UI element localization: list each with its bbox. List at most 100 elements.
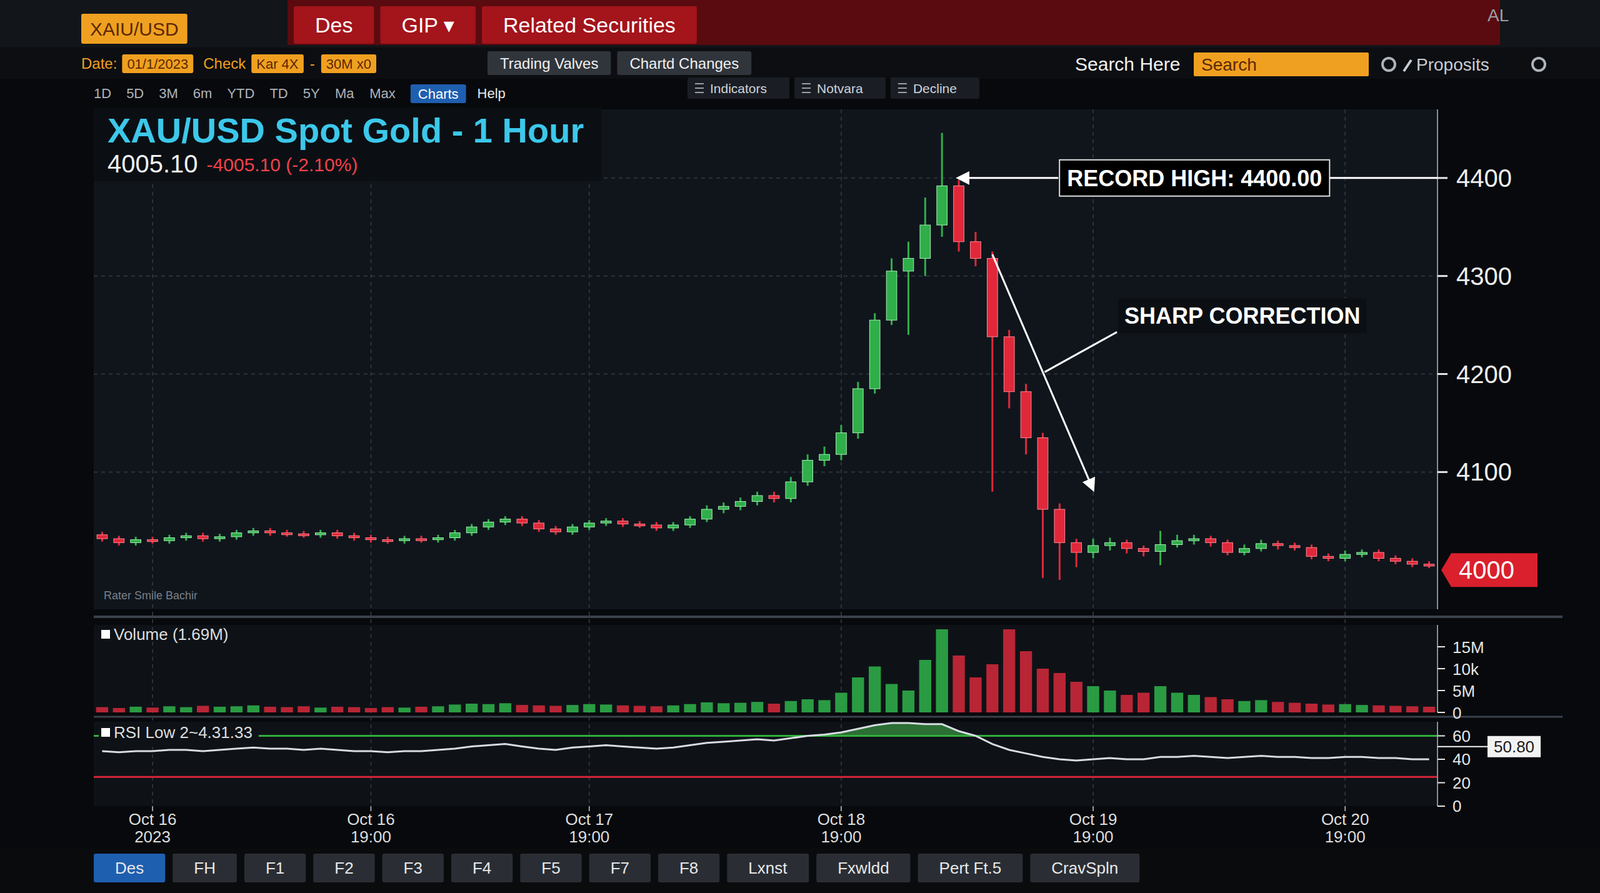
function-key-text[interactable]: F1 bbox=[265, 858, 285, 878]
function-key-text[interactable]: F4 bbox=[472, 858, 492, 878]
candle-body bbox=[735, 501, 746, 507]
tick bbox=[1437, 275, 1448, 277]
tool-button-bg[interactable] bbox=[890, 77, 980, 99]
tab[interactable]: Des bbox=[293, 6, 374, 44]
date-field[interactable]: 01/1/2023 bbox=[121, 54, 194, 74]
function-key-text[interactable]: CravSpln bbox=[1051, 858, 1119, 878]
function-key[interactable]: Lxnst bbox=[726, 853, 809, 883]
ticker-field[interactable]: XAIU/USD bbox=[81, 13, 188, 44]
tool-button-text[interactable]: Indicators bbox=[710, 81, 767, 96]
check-field-bg[interactable] bbox=[251, 54, 304, 74]
function-key-text[interactable]: F7 bbox=[610, 858, 630, 878]
function-key[interactable]: F7 bbox=[589, 853, 651, 883]
check-field-text[interactable]: Kar 4X bbox=[256, 56, 299, 72]
subtab-bg[interactable] bbox=[487, 51, 611, 75]
x-tick-line: Oct 16 bbox=[128, 810, 177, 829]
tool-button[interactable]: Indicators bbox=[687, 77, 790, 99]
function-key[interactable]: F5 bbox=[520, 853, 582, 883]
period[interactable]: TD bbox=[269, 85, 288, 102]
function-key-bg[interactable] bbox=[1030, 853, 1140, 883]
function-key-text[interactable]: F8 bbox=[679, 858, 699, 878]
tab-text[interactable]: GIP ▾ bbox=[401, 13, 454, 37]
function-key-bg[interactable] bbox=[816, 853, 910, 883]
tab[interactable]: Related Securities bbox=[481, 6, 697, 44]
function-key-bg[interactable] bbox=[93, 853, 165, 883]
tab-text[interactable]: Related Securities bbox=[503, 13, 676, 37]
function-key[interactable]: F8 bbox=[658, 853, 720, 883]
tab-bg[interactable] bbox=[380, 6, 475, 44]
search-box[interactable] bbox=[1193, 52, 1369, 77]
function-key-bg[interactable] bbox=[382, 853, 444, 883]
period[interactable]: Ma bbox=[335, 85, 355, 102]
grid-line bbox=[93, 373, 1438, 375]
function-key-text[interactable]: FH bbox=[193, 858, 216, 878]
subtab-text[interactable]: Chartd Changes bbox=[629, 55, 739, 72]
volume-panel bbox=[93, 625, 1438, 713]
candle-body bbox=[180, 535, 192, 538]
function-key-text[interactable]: F3 bbox=[403, 858, 423, 878]
tool-button-bg[interactable] bbox=[794, 77, 886, 99]
function-key-text[interactable]: Pert Ft.5 bbox=[939, 858, 1002, 878]
settings-icon[interactable] bbox=[1382, 58, 1395, 71]
interval-field-bg[interactable] bbox=[321, 54, 377, 74]
function-key-bg[interactable] bbox=[451, 853, 513, 883]
tab[interactable]: GIP ▾ bbox=[380, 6, 475, 44]
function-key-text[interactable]: Des bbox=[115, 858, 144, 878]
function-key-text[interactable]: Fxwldd bbox=[837, 858, 889, 878]
period-button[interactable]: Charts bbox=[410, 84, 467, 104]
period[interactable]: 3M bbox=[158, 85, 179, 102]
tab-bg[interactable] bbox=[481, 6, 697, 44]
period-button-text[interactable]: Charts bbox=[418, 86, 459, 102]
function-key-bg[interactable] bbox=[244, 853, 306, 883]
interval-field-text[interactable]: 30M x0 bbox=[326, 56, 372, 72]
function-key-bg[interactable] bbox=[726, 853, 809, 883]
volume-bar bbox=[1238, 701, 1250, 713]
tool-button-text[interactable]: Decline bbox=[913, 81, 957, 96]
function-key-bg[interactable] bbox=[172, 853, 237, 883]
tool-button[interactable]: Notvara bbox=[794, 77, 886, 99]
subtab-bg[interactable] bbox=[616, 51, 752, 75]
period[interactable]: 5D bbox=[126, 85, 144, 102]
function-key-bg[interactable] bbox=[520, 853, 582, 883]
period[interactable]: 6m bbox=[193, 85, 213, 102]
tab-bg[interactable] bbox=[293, 6, 374, 44]
function-key-text[interactable]: Lxnst bbox=[748, 858, 788, 878]
period[interactable]: 1D bbox=[93, 85, 112, 102]
date-field-text[interactable]: 01/1/2023 bbox=[126, 56, 189, 72]
period[interactable]: Max bbox=[369, 85, 396, 102]
function-key-bg[interactable] bbox=[313, 853, 375, 883]
tool-button[interactable]: Decline bbox=[890, 77, 980, 99]
subtab-text[interactable]: Trading Valves bbox=[500, 55, 599, 72]
function-key-bg[interactable] bbox=[918, 853, 1024, 883]
ticker-field-text[interactable]: XAIU/USD bbox=[90, 18, 179, 40]
tool-button-bg[interactable] bbox=[687, 77, 790, 99]
function-key[interactable]: Des bbox=[93, 853, 165, 883]
function-key[interactable]: Fxwldd bbox=[816, 853, 910, 883]
function-key-text[interactable]: F5 bbox=[541, 858, 560, 878]
subtab[interactable]: Trading Valves bbox=[487, 51, 611, 75]
function-key[interactable]: F4 bbox=[451, 853, 513, 883]
tab-text[interactable]: Des bbox=[315, 13, 353, 37]
period[interactable]: YTD bbox=[226, 85, 255, 102]
label[interactable]: Search bbox=[1201, 55, 1257, 75]
function-key[interactable]: FH bbox=[172, 853, 237, 883]
period[interactable]: 5Y bbox=[303, 85, 320, 102]
function-key[interactable]: Pert Ft.5 bbox=[918, 853, 1024, 883]
interval-field[interactable]: 30M x0 bbox=[321, 54, 377, 74]
ticker-field-bg[interactable] bbox=[81, 13, 188, 44]
period-button-bg[interactable] bbox=[410, 84, 467, 104]
tool-button-text[interactable]: Notvara bbox=[816, 81, 864, 96]
function-key[interactable]: F1 bbox=[244, 853, 306, 883]
label[interactable]: Help bbox=[477, 85, 506, 102]
function-key-bg[interactable] bbox=[658, 853, 720, 883]
function-key-bg[interactable] bbox=[589, 853, 651, 883]
check-field[interactable]: Kar 4X bbox=[251, 54, 304, 74]
function-key[interactable]: CravSpln bbox=[1030, 853, 1140, 883]
label[interactable]: Proposits bbox=[1416, 55, 1490, 75]
function-key-text[interactable]: F2 bbox=[334, 858, 354, 878]
function-key[interactable]: F2 bbox=[313, 853, 375, 883]
function-key[interactable]: F3 bbox=[382, 853, 444, 883]
subtab[interactable]: Chartd Changes bbox=[616, 51, 752, 75]
date-field-bg[interactable] bbox=[121, 54, 194, 74]
settings-icon[interactable] bbox=[1532, 58, 1545, 71]
